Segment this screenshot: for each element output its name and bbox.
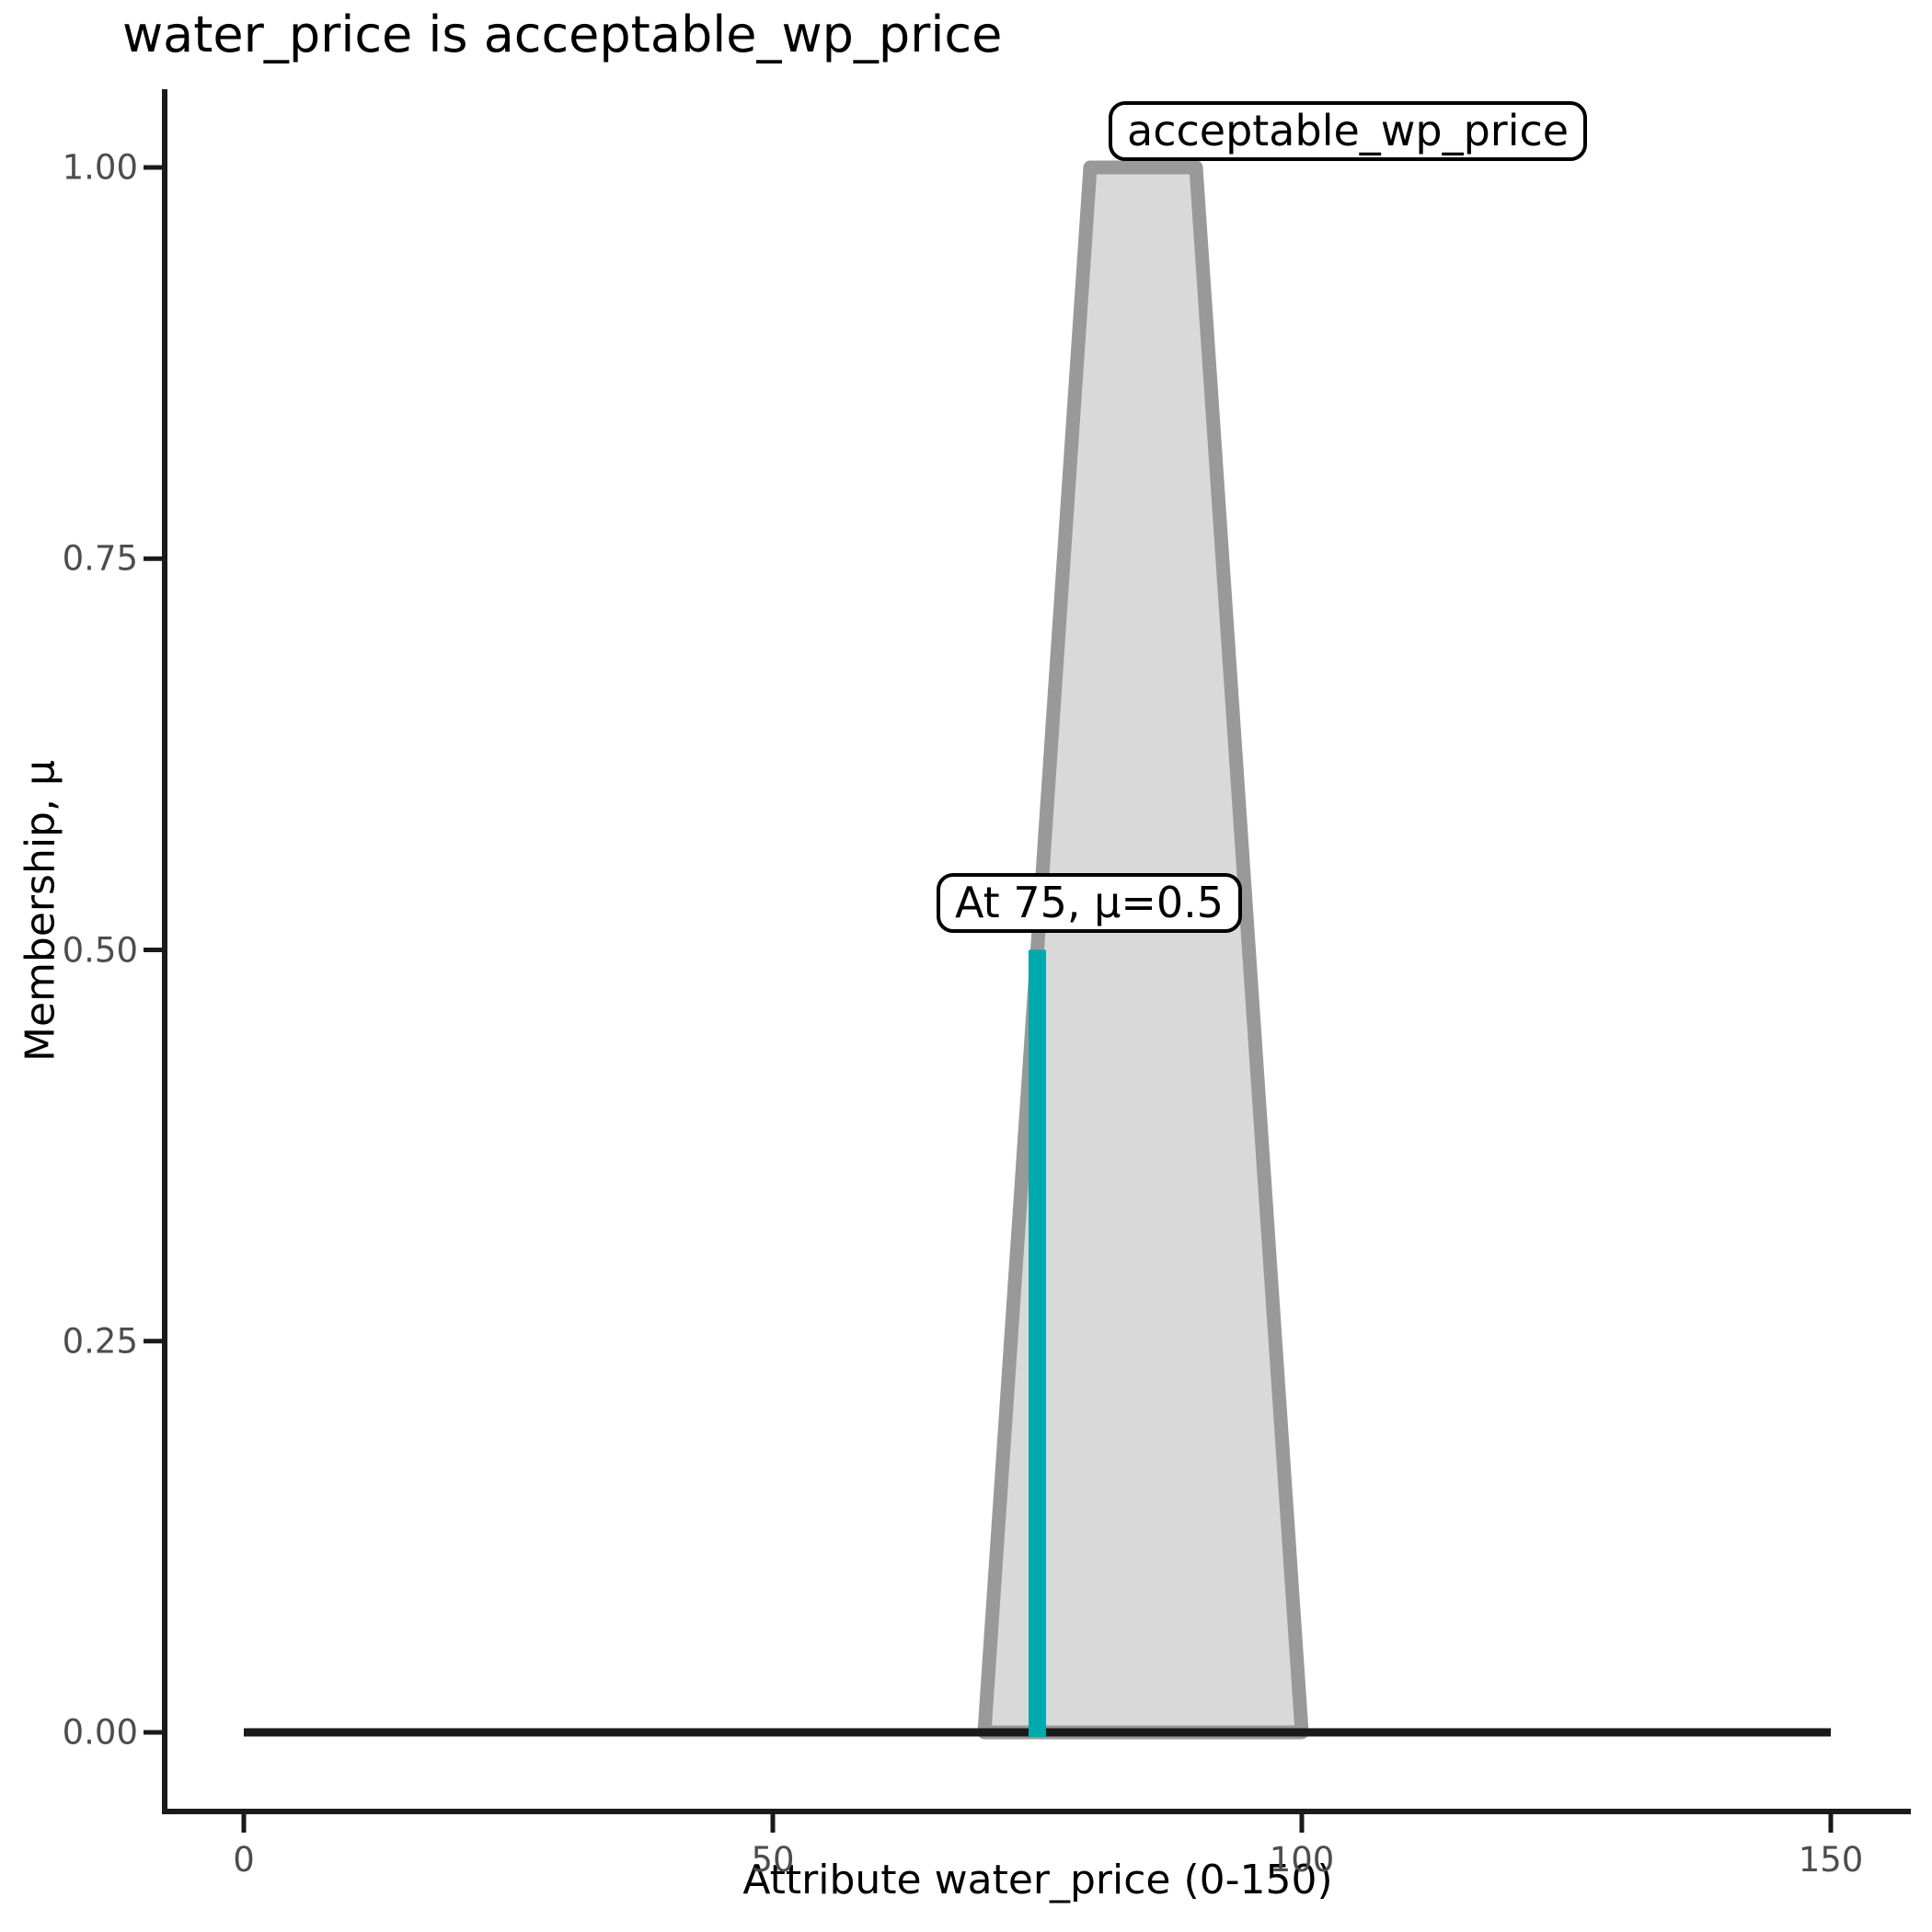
x-tick-label: 100 bbox=[1269, 1840, 1335, 1880]
point-annotation-label: At 75, μ=0.5 bbox=[937, 873, 1243, 933]
y-axis-ticks bbox=[144, 165, 162, 1735]
x-tick-label: 0 bbox=[233, 1840, 255, 1880]
x-tick-label: 150 bbox=[1798, 1840, 1864, 1880]
chart-title: water_price is acceptable_wp_price bbox=[122, 6, 1003, 63]
y-tick-label: 1.00 bbox=[62, 147, 138, 188]
x-axis-title: Attribute water_price (0-150) bbox=[742, 1857, 1333, 1903]
y-tick-label: 0.00 bbox=[62, 1712, 138, 1753]
y-tick-label: 0.50 bbox=[62, 930, 138, 970]
x-tick-label: 50 bbox=[751, 1840, 795, 1880]
y-axis-title: Membership, μ bbox=[17, 760, 64, 1062]
y-tick-label: 0.75 bbox=[62, 538, 138, 579]
y-tick-label: 0.25 bbox=[62, 1321, 138, 1362]
set-name-label: acceptable_wp_price bbox=[1109, 101, 1588, 161]
x-axis-ticks bbox=[241, 1814, 1834, 1833]
